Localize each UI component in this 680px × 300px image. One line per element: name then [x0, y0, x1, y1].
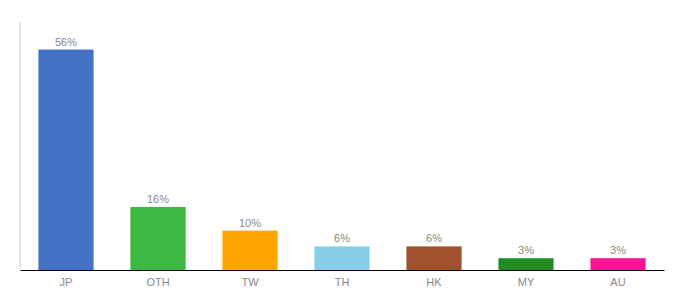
- bar: [590, 258, 645, 270]
- bar: [222, 231, 277, 270]
- bar: [38, 50, 93, 270]
- data-label: 6%: [426, 232, 442, 244]
- x-tick-label: MY: [518, 276, 535, 288]
- data-labels: 56% 16% 10% 6% 6% 3% 3%: [55, 36, 626, 257]
- x-tick-label: HK: [426, 276, 442, 288]
- x-tick-label: TW: [241, 276, 259, 288]
- x-axis-line: [21, 270, 665, 271]
- chart: 56% 16% 10% 6% 6% 3% 3% JP OTH TW TH HK MY AU: [0, 0, 680, 300]
- bar: [406, 246, 461, 270]
- x-tick: AU: [610, 276, 625, 288]
- data-label: 3%: [610, 244, 626, 256]
- x-tick-label: TH: [335, 276, 350, 288]
- x-tick-label: JP: [60, 276, 73, 288]
- data-label: 6%: [334, 232, 350, 244]
- bar: [314, 246, 369, 270]
- data-label: 10%: [239, 217, 261, 229]
- bars: [38, 50, 645, 270]
- x-axis: JP OTH TW TH HK MY AU: [21, 271, 665, 288]
- x-tick: JP: [60, 276, 73, 288]
- x-tick: TH: [335, 276, 350, 288]
- x-tick-label: OTH: [146, 276, 169, 288]
- bar: [498, 258, 553, 270]
- x-tick: TW: [241, 276, 259, 288]
- bar: [130, 207, 185, 270]
- data-label: 56%: [55, 36, 77, 48]
- data-label: 16%: [147, 193, 169, 205]
- x-tick: MY: [518, 276, 535, 288]
- plot: 56% 16% 10% 6% 6% 3% 3% JP OTH TW TH HK MY AU: [20, 22, 665, 288]
- x-tick: HK: [426, 276, 442, 288]
- x-tick-label: AU: [610, 276, 625, 288]
- data-label: 3%: [518, 244, 534, 256]
- y-range-line: [20, 22, 21, 270]
- x-tick: OTH: [146, 276, 169, 288]
